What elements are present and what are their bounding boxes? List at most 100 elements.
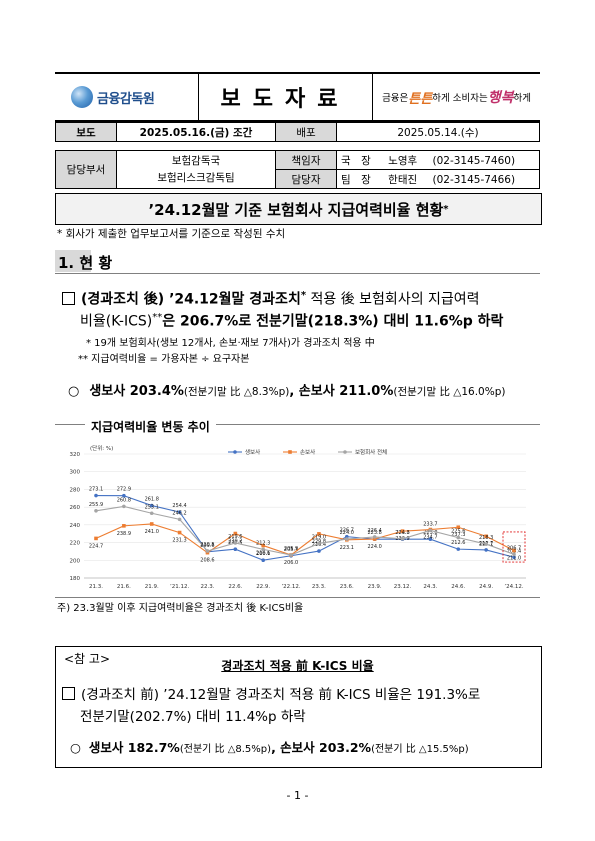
slogan-big2: 행복 (487, 90, 514, 106)
reference-box (55, 646, 542, 768)
contact-row: 국 장 노영후 (02-3145-7460) (336, 150, 540, 170)
data-label: 224.0 (368, 544, 382, 550)
y-tick-label: 240 (70, 523, 81, 529)
bullet1-sup1: * (300, 290, 307, 301)
y-axis-label: (단위: %) (90, 444, 113, 452)
y-tick-label: 200 (70, 558, 81, 564)
reference-title: 경과조치 적용 前 K-ICS 비율 (221, 659, 374, 673)
data-point (94, 536, 98, 541)
logo-text: 금융감독원 (97, 91, 155, 107)
data-label: 223.8 (368, 530, 382, 536)
header-bottom-rule (55, 120, 540, 122)
series-line (95, 505, 515, 556)
data-label: 226.4 (368, 528, 382, 534)
note-2: ** 지급여력비율 = 가용자본 ÷ 요구자본 (78, 354, 250, 365)
reference-line2: 전분기말(202.7%) 대비 11.4%p 하락 (80, 709, 306, 725)
data-label: 218.3 (479, 535, 493, 541)
data-label: 212.3 (256, 540, 270, 546)
press-release-title: 보도자료 (198, 74, 373, 120)
y-tick-label: 180 (70, 576, 81, 582)
data-point (428, 528, 433, 533)
data-label: 205.1 (284, 547, 298, 553)
data-label: 231.3 (172, 538, 186, 544)
bullet-1: (경과조치 後) ’24.12월말 경과조치* 적용 後 보험회사의 지급여력 (62, 285, 542, 311)
x-tick-label: 21.3. (89, 584, 103, 590)
chart-footnote: 주) 23.3월말 이후 지급여력비율은 경과조치 後 K-ICS비율 (57, 603, 304, 614)
bullet1-c: 비율(K-ICS) (80, 313, 153, 330)
data-point (512, 548, 516, 553)
legend-label: 보험회사 전체 (355, 448, 387, 456)
data-point (484, 548, 488, 552)
dept-label: 담당부서 (55, 150, 117, 189)
data-label: 209.6 (200, 543, 214, 549)
dept-2: 보험리스크감독팀 (157, 171, 235, 184)
data-point (233, 541, 238, 545)
data-label: 253.1 (145, 504, 159, 510)
distribution-label: 배포 (275, 122, 337, 142)
contact-phone[interactable]: (02-3145-7466) (432, 173, 516, 186)
bullet2-a: 생보사 203.4% (89, 384, 184, 399)
x-tick-label: 22.9. (256, 584, 270, 590)
data-point (122, 524, 126, 528)
bullet-1-cont: 비율(K-ICS)**은 206.7%로 전분기말(218.3%) 대비 11.… (80, 307, 540, 333)
data-point (149, 522, 154, 526)
data-label: 234.7 (423, 535, 437, 541)
data-label: 226.7 (340, 528, 354, 534)
x-tick-label: 24.3. (423, 584, 437, 590)
header-top-rule (55, 72, 540, 74)
legend-marker (288, 450, 292, 454)
slogan-mid: 하게 소비자는 (432, 93, 488, 104)
y-tick-label: 280 (70, 487, 81, 493)
data-label: 200.1 (256, 551, 270, 557)
contact-phone[interactable]: (02-3145-7460) (432, 154, 516, 167)
dept-1: 보험감독국 (171, 154, 221, 167)
contacts-table: 담당부서 보험감독국 보험리스크감독팀 책임자 국 장 노영후 (02-3145… (55, 150, 540, 189)
data-label: 237.3 (451, 532, 465, 538)
data-point (400, 536, 405, 541)
embargo-value: 2025.05.16.(금) 조간 (116, 122, 276, 142)
data-label: 260.8 (117, 497, 131, 503)
reference-label: <참 고> (64, 652, 111, 666)
data-label: 241.0 (145, 529, 159, 535)
bullet2-c: , 손보사 211.0% (289, 384, 394, 399)
data-label: 208.6 (200, 558, 214, 564)
contact-role: 책임자 (275, 150, 337, 170)
data-point (456, 547, 461, 551)
title-sup: * (443, 203, 449, 215)
circle-bullet-icon: ○ (68, 384, 80, 399)
data-label: 254.4 (172, 503, 186, 509)
data-point (345, 537, 349, 541)
data-point (456, 525, 461, 530)
solvency-ratio-chart: 180 200 220 240 260 280 300 320 (단위: %) 21.3. 21.6… (70, 444, 526, 590)
data-point (261, 558, 265, 562)
bullet1-b: 적용 後 보험회사의 지급여력 (306, 291, 480, 308)
data-point (456, 535, 461, 540)
x-tick-label: 23.6. (340, 584, 354, 590)
page-number: - 1 - (286, 789, 309, 802)
y-tick-label: 260 (70, 505, 81, 511)
y-tick-label: 220 (70, 541, 81, 547)
x-tick-label: 22.6. (228, 584, 242, 590)
reference-sub-bullet: ○ 생보사 182.7%(전분기 比 △8.5%p), 손보사 203.2%(전분… (70, 737, 469, 756)
dept-names: 보험감독국 보험리스크감독팀 (116, 150, 276, 189)
data-point (177, 510, 182, 514)
legend-label: 생보사 (245, 448, 260, 456)
slogan-post: 하게 (513, 93, 531, 104)
data-point (177, 530, 182, 535)
data-point (233, 547, 238, 552)
x-tick-label: 23.3. (312, 584, 326, 590)
data-label: 224.7 (89, 543, 103, 549)
data-point (261, 543, 265, 548)
data-point (261, 547, 265, 552)
x-tick-label: 21.6. (117, 584, 131, 590)
data-label: 223.1 (340, 545, 354, 551)
title-text: ’24.12월말 기준 보험회사 지급여력비율 현황 (148, 200, 444, 219)
series-line (95, 494, 515, 561)
data-point (205, 549, 210, 553)
data-point (372, 535, 377, 539)
bullet2-d: (전분기말 比 △16.0%p) (393, 386, 506, 398)
bullet2-b: (전분기말 比 △8.3%p) (183, 386, 290, 398)
chart-frame (55, 424, 540, 598)
contact-title: 팀 장 (341, 173, 371, 186)
data-label: 233.7 (423, 521, 437, 527)
